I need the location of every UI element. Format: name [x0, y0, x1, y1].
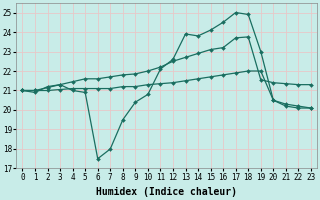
X-axis label: Humidex (Indice chaleur): Humidex (Indice chaleur): [96, 187, 237, 197]
